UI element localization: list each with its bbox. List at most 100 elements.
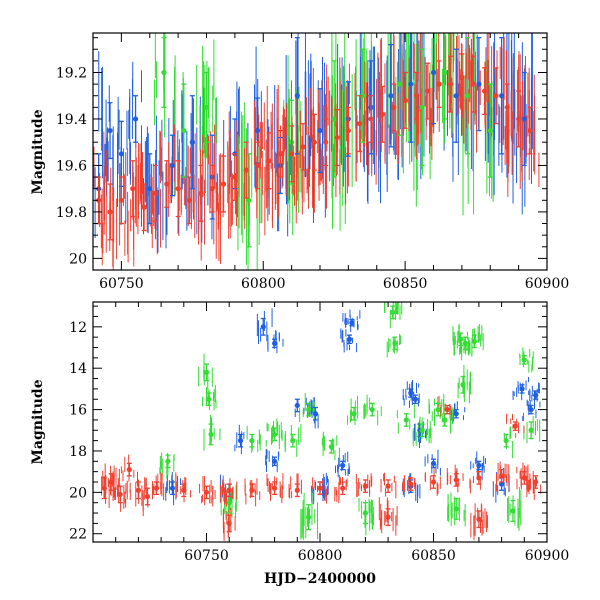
data-point [453,506,459,512]
bottom-series-2-point-2 [117,485,123,504]
top-series-0-point-3 [132,95,139,143]
data-point [453,477,459,483]
bottom-series-2-point-9 [226,483,232,498]
top-series-0-point-4 [147,153,153,225]
top-x-tick-label: 60750 [99,276,144,292]
bottom-series-2-point-3 [126,462,132,477]
data-point [152,190,159,196]
data-point [206,396,212,402]
data-point [165,458,171,464]
data-point [460,382,466,388]
data-point [528,427,534,433]
bottom-panel: 60750 60800 60850 60900 12 14 16 18 20 22 Magnitu… [30,301,570,587]
data-point [413,93,420,99]
data-point [107,127,113,134]
bottom-series-2-point-16 [385,479,391,493]
top-series-2-point-6 [164,160,170,208]
top-series-2-point-11 [220,155,227,213]
top-series-2-point-14 [254,141,261,190]
bottom-series-1-point-23 [165,454,171,469]
bottom-bands [101,302,542,541]
bottom-series-1-point-16 [458,332,464,347]
data-point [254,127,261,134]
data-point [189,139,195,145]
bottom-series-1-point-11 [392,336,398,351]
data-point [141,204,147,210]
data-point [493,93,499,99]
data-point [430,479,437,485]
data-point [499,93,505,99]
bottom-series-1-point-0 [203,363,210,382]
data-point [237,438,244,444]
data-point [435,406,441,413]
data-point [442,417,448,423]
bottom-series-1-point-27 [453,497,459,520]
top-y-tick-label: 19.6 [56,158,87,174]
data-point [476,516,482,522]
data-point [153,485,160,491]
data-point [444,406,450,413]
top-x-tick-label: 60800 [241,276,286,292]
top-series-2-point-8 [186,176,193,225]
top-series-0-point-6 [189,95,195,190]
top-series-2-point-10 [209,164,215,213]
top-series-2-point-18 [300,122,306,171]
data-point [289,151,295,157]
data-point [311,139,317,145]
top-series-0-point-1 [107,102,113,160]
data-point [266,158,272,164]
bottom-x-tick-label: 60750 [184,548,229,564]
top-series-0-point-12 [317,88,323,174]
data-point [527,127,533,134]
data-point [487,127,493,134]
bottom-series-2-point-25 [533,475,539,489]
data-point [512,423,518,429]
data-point [459,74,465,80]
bottom-series-2-point-14 [340,481,346,496]
data-point [108,479,114,485]
data-point [476,475,482,481]
bottom-series-2-point-5 [144,487,151,506]
data-point [186,197,193,203]
data-point [368,116,374,122]
bottom-series-0-point-6 [312,406,319,421]
data-point [331,116,337,122]
bottom-series-2-point-27 [385,508,391,527]
data-point [294,93,300,99]
top-series-1-point-1 [181,83,187,178]
data-point [272,340,278,346]
top-series-2-point-20 [323,118,329,167]
bottom-x-tick-label: 60800 [298,548,343,564]
data-point [294,402,300,409]
data-point [447,81,454,87]
data-point [107,209,113,215]
data-point [436,81,442,87]
data-point [362,483,368,489]
data-point [147,186,153,192]
bottom-series-2-point-19 [444,404,450,415]
data-point [130,186,136,192]
top-y-tick-label: 19.2 [56,66,87,82]
top-series-1-point-6 [359,48,366,143]
bottom-series-1-point-20 [503,433,509,448]
bottom-series-1-point-3 [249,433,255,448]
bottom-series-0-point-16 [430,458,437,469]
bottom-series-0-point-0 [260,317,266,336]
data-point [232,174,238,180]
bottom-y-tick-label: 20 [69,485,87,501]
data-point [328,444,334,450]
data-point [349,320,355,326]
bottom-series-1-point-10 [390,305,396,320]
data-point [345,127,351,134]
data-point [390,309,396,315]
data-point [419,104,425,110]
bottom-series-2-point-23 [512,421,518,431]
data-point [317,485,323,491]
data-point [126,466,132,473]
bottom-ticks [92,302,548,542]
bottom-x-tick-label: 60900 [525,548,570,564]
bottom-series-2-point-24 [521,471,527,485]
top-y-tick-label: 19.8 [56,205,87,221]
bottom-x-axis-label: HJD−2400000 [264,571,376,587]
